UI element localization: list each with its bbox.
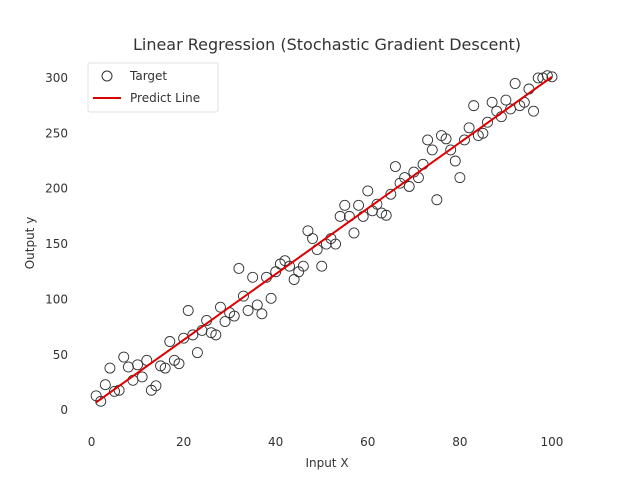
y-tick-label: 200	[45, 182, 68, 196]
target-point	[288, 274, 300, 285]
target-point	[440, 133, 452, 145]
legend-target-label: Target	[129, 69, 167, 83]
target-point	[95, 395, 107, 407]
target-point	[132, 359, 144, 371]
target-point	[509, 78, 521, 89]
target-point	[191, 347, 203, 359]
target-point	[242, 305, 254, 316]
y-tick-label: 150	[45, 237, 68, 251]
target-point	[445, 144, 457, 156]
target-point	[500, 94, 512, 106]
target-point	[403, 181, 415, 192]
target-point	[122, 361, 134, 373]
target-point	[316, 260, 328, 272]
target-point	[477, 127, 489, 139]
target-point	[385, 188, 397, 200]
legend-target-marker	[101, 70, 113, 82]
target-point	[238, 290, 249, 302]
y-tick-label: 100	[45, 292, 68, 306]
x-tick-label: 40	[268, 435, 283, 449]
target-point	[330, 238, 342, 250]
target-point	[136, 371, 148, 383]
predict-lines	[95, 76, 553, 404]
target-point	[307, 233, 318, 244]
predict-line	[95, 76, 553, 404]
y-axis-label: Output y	[23, 217, 37, 270]
target-point	[528, 105, 540, 117]
target-point	[233, 262, 245, 274]
target-point	[173, 358, 185, 370]
target-point	[210, 329, 222, 341]
target-point	[228, 310, 240, 322]
x-tick-label: 100	[541, 435, 564, 449]
target-point	[99, 379, 111, 391]
x-tick-label: 20	[176, 435, 191, 449]
target-point	[449, 155, 461, 167]
target-point	[118, 351, 130, 363]
target-point	[459, 134, 470, 146]
target-point	[284, 260, 295, 272]
target-point	[334, 210, 346, 222]
target-point	[380, 209, 392, 221]
x-tick-label: 60	[360, 435, 375, 449]
target-point	[482, 116, 493, 128]
target-point	[353, 199, 365, 211]
y-tick-label: 300	[45, 71, 68, 85]
target-point	[454, 172, 466, 184]
target-point	[251, 299, 263, 311]
y-tick-label: 0	[60, 403, 68, 417]
target-point	[546, 71, 558, 83]
target-point	[214, 301, 226, 313]
y-tick-label: 250	[45, 126, 68, 140]
target-point	[265, 292, 277, 304]
target-point	[219, 316, 231, 328]
target-point	[297, 260, 309, 272]
chart-title: Linear Regression (Stochastic Gradient D…	[133, 35, 521, 54]
legend: Target Predict Line	[87, 62, 219, 113]
legend-box	[87, 62, 219, 113]
x-tick-label: 80	[452, 435, 467, 449]
target-point	[422, 134, 434, 146]
target-point	[256, 308, 268, 320]
y-axis: 0 50 100 150 200 250 300	[45, 71, 68, 417]
target-point	[486, 96, 498, 108]
target-point	[104, 362, 116, 374]
target-point	[339, 199, 351, 211]
target-point	[182, 305, 194, 316]
target-point	[362, 185, 374, 197]
x-axis: 0 20 40 60 80 100	[88, 435, 564, 449]
x-tick-label: 0	[88, 435, 96, 449]
x-axis-label: Input X	[305, 456, 348, 470]
target-point	[109, 385, 120, 397]
target-point	[431, 194, 443, 206]
target-point	[164, 336, 176, 347]
target-point	[468, 100, 480, 112]
target-point	[302, 225, 314, 237]
target-point	[247, 271, 259, 283]
y-tick-label: 50	[53, 348, 68, 362]
target-point	[348, 227, 360, 239]
target-point	[389, 161, 401, 172]
target-point	[187, 329, 199, 341]
target-point	[150, 380, 162, 392]
legend-predict-label: Predict Line	[130, 91, 200, 105]
target-point	[463, 122, 475, 134]
target-point	[159, 362, 171, 374]
target-point	[426, 144, 438, 156]
